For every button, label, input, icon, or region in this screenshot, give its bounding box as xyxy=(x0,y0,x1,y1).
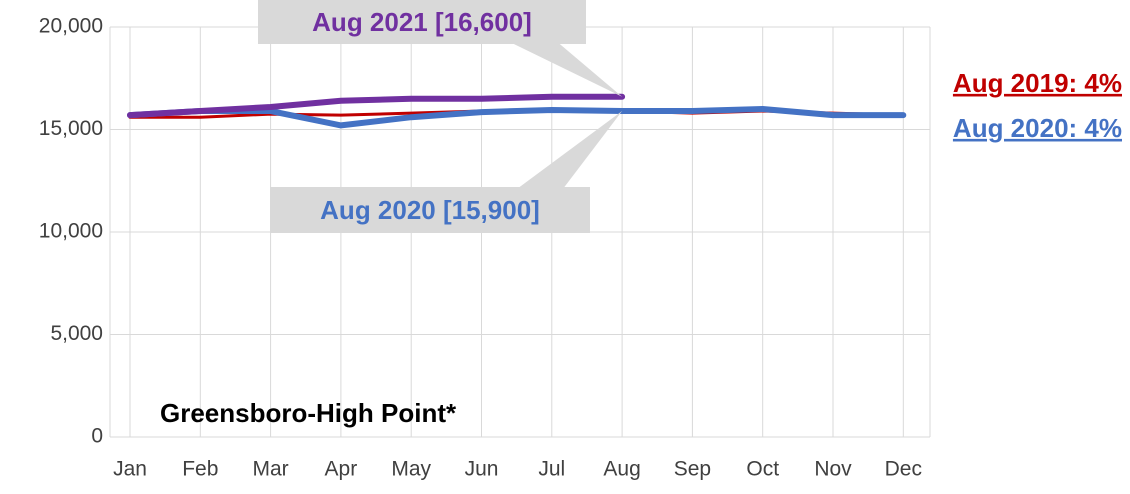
x-tick-label: Sep xyxy=(674,458,711,481)
series-line xyxy=(127,93,626,119)
x-tick-label: Aug xyxy=(603,458,640,481)
chart-title: Greensboro-High Point* xyxy=(160,398,457,428)
annotation: Aug 2020 [15,900] xyxy=(320,195,540,225)
series-line xyxy=(127,106,907,129)
x-tick-label: Dec xyxy=(885,458,922,481)
y-tick-label: 10,000 xyxy=(39,220,103,243)
x-tick-label: Jul xyxy=(538,458,565,481)
x-tick-label: Nov xyxy=(814,458,852,481)
y-tick-label: 15,000 xyxy=(39,117,103,140)
y-tick-label: 20,000 xyxy=(39,15,103,38)
x-tick-label: Apr xyxy=(325,458,358,481)
y-tick-label: 5,000 xyxy=(50,322,103,345)
x-tick-label: Mar xyxy=(253,458,289,481)
x-tick-label: Jun xyxy=(465,458,499,481)
x-tick-label: May xyxy=(391,458,431,481)
annotation: Aug 2020: 4% xyxy=(953,113,1122,143)
x-tick-label: Jan xyxy=(113,458,147,481)
callout-box xyxy=(258,0,623,97)
annotation: Aug 2021 [16,600] xyxy=(312,7,532,37)
y-tick-label: 0 xyxy=(91,425,103,448)
x-tick-label: Feb xyxy=(182,458,218,481)
x-tick-label: Oct xyxy=(746,458,779,481)
callout-box xyxy=(270,111,623,233)
annotation: Aug 2019: 4% xyxy=(953,68,1122,98)
